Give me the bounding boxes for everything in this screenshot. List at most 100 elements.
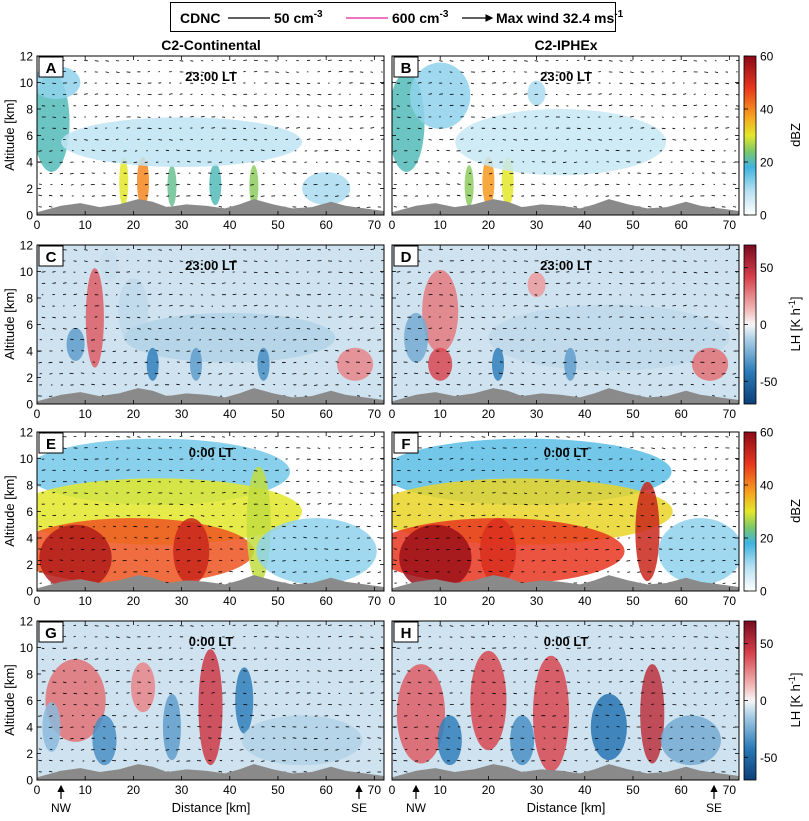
heatmap-cell bbox=[256, 518, 377, 585]
x-tick-label: 20 bbox=[127, 783, 141, 797]
colorbar-label: dBZ bbox=[788, 499, 803, 523]
x-tick-label: 40 bbox=[578, 783, 592, 797]
heatmap-field bbox=[396, 650, 721, 772]
heatmap-cell bbox=[510, 715, 535, 766]
x-tick-label: 60 bbox=[674, 407, 688, 421]
x-tick-label: 30 bbox=[175, 407, 189, 421]
panel-C: C 23:00 LT bbox=[36, 244, 385, 405]
x-tick-label: 20 bbox=[127, 407, 141, 421]
x-tick-label: 70 bbox=[723, 218, 737, 232]
x-tick-label: 0 bbox=[389, 407, 396, 421]
colorbar-tick-label: 0 bbox=[760, 694, 767, 708]
x-tick-label: 10 bbox=[434, 218, 448, 232]
y-tick-label: 2 bbox=[26, 182, 33, 196]
heatmap-cell bbox=[198, 649, 223, 766]
y-tick-label: 10 bbox=[20, 76, 34, 90]
x-tick-label: 20 bbox=[482, 218, 496, 232]
colorbar-dbz: dBZ bbox=[743, 431, 803, 592]
panel-letter-box bbox=[393, 245, 419, 267]
heatmap-cell bbox=[146, 347, 159, 381]
heatmap-field bbox=[404, 269, 730, 381]
x-tick-label: 10 bbox=[434, 783, 448, 797]
heatmap-cell bbox=[492, 347, 505, 381]
panel-letter: G bbox=[45, 625, 57, 642]
x-tick-label: 50 bbox=[271, 783, 285, 797]
heatmap-cell bbox=[640, 664, 665, 764]
heatmap-cell bbox=[190, 347, 203, 381]
x-tick-label: 70 bbox=[723, 594, 737, 608]
heatmap-cell bbox=[532, 655, 570, 772]
terrain bbox=[37, 199, 384, 215]
heatmap-cell bbox=[173, 518, 210, 585]
x-tick-label: 30 bbox=[530, 218, 544, 232]
y-tick-label: 4 bbox=[26, 156, 33, 170]
heatmap-cell bbox=[396, 664, 446, 764]
x-tick-label: 10 bbox=[79, 594, 93, 608]
colorbar-tick-label: 40 bbox=[760, 479, 774, 493]
heatmap-cell bbox=[437, 715, 462, 766]
y-tick-label: 2 bbox=[26, 558, 33, 572]
legend-arrow-label: Max wind 32.4 ms-1 bbox=[496, 9, 624, 26]
heatmap-cell bbox=[124, 312, 336, 363]
panel-time: 0:00 LT bbox=[189, 634, 234, 649]
terrain bbox=[392, 199, 739, 215]
x-tick-label: 70 bbox=[723, 783, 737, 797]
x-tick-label: 20 bbox=[482, 783, 496, 797]
y-tick-label: 8 bbox=[26, 479, 33, 493]
x-tick-label: 0 bbox=[389, 783, 396, 797]
heatmap-field bbox=[392, 62, 667, 207]
legend-box bbox=[170, 2, 616, 32]
heatmap-cell bbox=[45, 659, 106, 742]
panel-E: E 0:00 LT bbox=[36, 431, 385, 592]
x-tick-label: 70 bbox=[368, 218, 382, 232]
y-axis-label: Altitude [km] bbox=[2, 99, 17, 171]
x-tick-label: 60 bbox=[674, 218, 688, 232]
heatmap-cell bbox=[635, 481, 660, 582]
heatmap-cell bbox=[39, 524, 112, 591]
colorbar-gradient bbox=[743, 431, 757, 592]
x-tick-label: 40 bbox=[223, 407, 237, 421]
y-tick-label: 6 bbox=[26, 505, 33, 519]
heatmap-cell bbox=[660, 715, 721, 766]
y-tick-label: 8 bbox=[26, 292, 33, 306]
legend-title: CDNC bbox=[180, 10, 220, 26]
colorbar-tick-label: 20 bbox=[760, 532, 774, 546]
x-tick-label: 30 bbox=[530, 594, 544, 608]
colorbar-tick-label: 0 bbox=[760, 585, 767, 599]
y-axis-label: Altitude [km] bbox=[2, 475, 17, 547]
legend-line2-label: 600 cm-3 bbox=[392, 9, 449, 26]
heatmap-cell bbox=[241, 715, 363, 766]
colorbar-ticks: 60 40 20 0 50 0 -50 60 40 20 0 50 0 -50 bbox=[744, 50, 778, 765]
direction-markers: NW SE NW SE bbox=[51, 784, 722, 815]
heatmap-field bbox=[392, 438, 739, 591]
heatmap-cell bbox=[428, 347, 453, 381]
heatmap-cell bbox=[410, 62, 471, 129]
y-tick-label: 6 bbox=[26, 694, 33, 708]
x-tick-label: 60 bbox=[319, 594, 333, 608]
y-tick-label: 8 bbox=[26, 103, 33, 117]
panel-row-3: E 0:00 LT F 0:00 LT bbox=[36, 431, 740, 592]
panel-letter: E bbox=[46, 436, 56, 453]
x-tick-label: 40 bbox=[578, 218, 592, 232]
panel-G: G 0:00 LT bbox=[36, 620, 385, 781]
panel-letter: F bbox=[401, 436, 410, 453]
x-tick-label: 60 bbox=[319, 218, 333, 232]
panel-letter-box bbox=[393, 432, 419, 454]
x-tick-label: 30 bbox=[175, 783, 189, 797]
y-tick-label: 0 bbox=[26, 585, 33, 599]
colorbar-tick-label: 0 bbox=[760, 318, 767, 332]
colorbar-tick-label: 60 bbox=[760, 50, 774, 64]
y-tick-label: 12 bbox=[20, 50, 34, 64]
x-tick-label: 60 bbox=[319, 407, 333, 421]
heatmap-cell bbox=[85, 268, 104, 368]
colorbar-lh: LH [K h-1] bbox=[743, 620, 803, 781]
heatmap-cell bbox=[257, 347, 270, 381]
terrain bbox=[37, 388, 384, 404]
x-tick-label: 30 bbox=[530, 783, 544, 797]
heatmap-cell bbox=[464, 165, 474, 207]
heatmap-cell bbox=[130, 662, 156, 713]
colorbar-gradient bbox=[743, 55, 757, 216]
y-tick-label: 0 bbox=[26, 774, 33, 788]
x-tick-label: 30 bbox=[175, 218, 189, 232]
panel-time: 23:00 LT bbox=[185, 258, 237, 273]
